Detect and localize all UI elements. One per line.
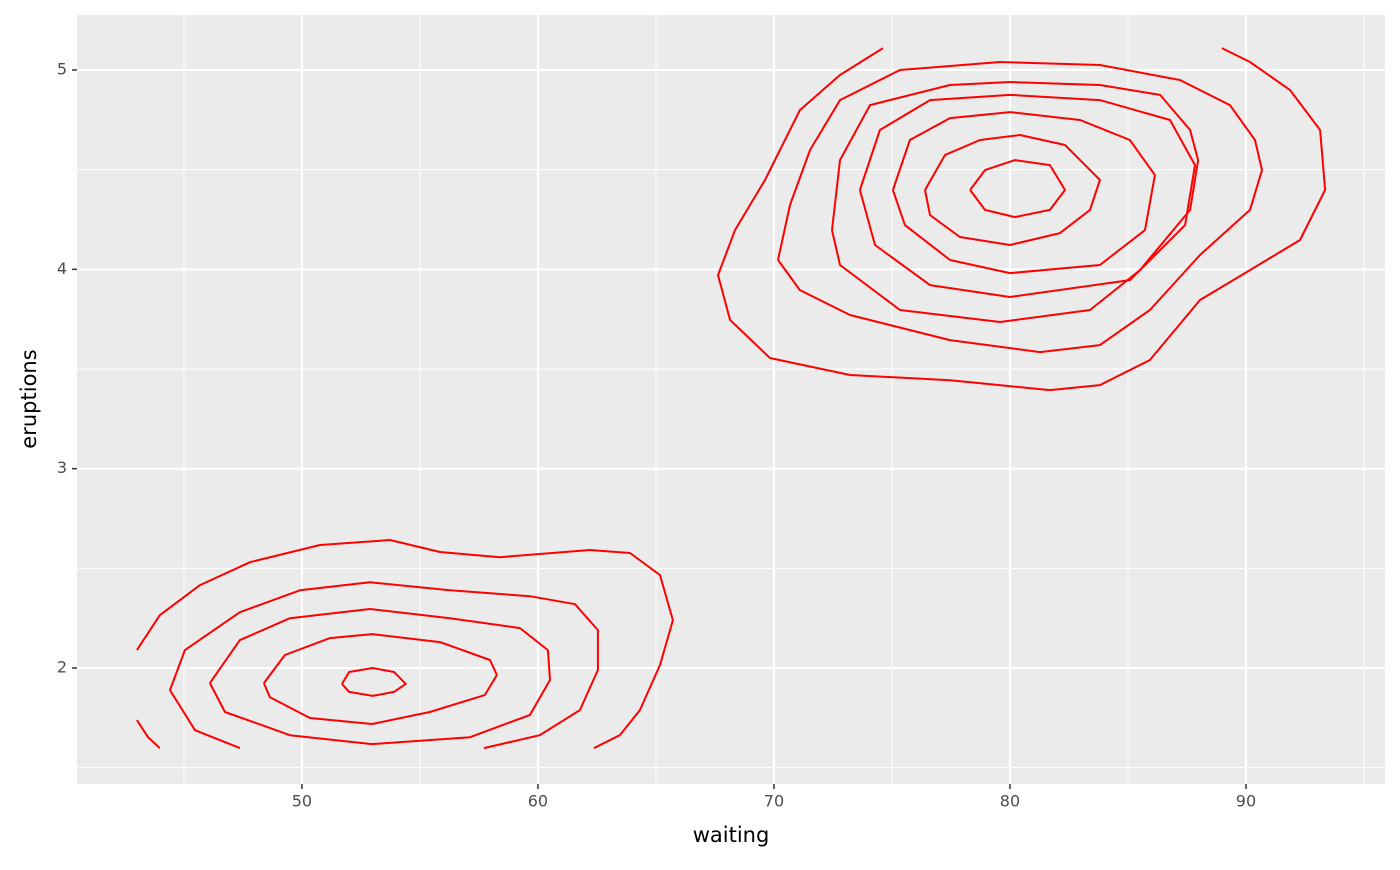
contour-line xyxy=(341,667,407,697)
contour-line xyxy=(262,633,498,725)
y-tick-label: 5 xyxy=(57,60,67,79)
x-axis-title: waiting xyxy=(693,823,770,847)
y-tick-label: 3 xyxy=(57,458,67,477)
contour-line xyxy=(136,539,674,749)
contours xyxy=(136,47,1327,750)
y-tick-label: 2 xyxy=(57,657,67,676)
contour-line xyxy=(136,719,161,749)
x-tick-label: 80 xyxy=(1000,792,1020,811)
contour-line xyxy=(209,608,551,746)
contour-line xyxy=(891,111,1156,275)
contour-line xyxy=(969,159,1066,219)
panel xyxy=(77,15,1385,784)
contour-line xyxy=(831,81,1200,323)
contour-line xyxy=(858,93,1196,298)
x-tick-label: 90 xyxy=(1236,792,1256,811)
x-tick-label: 60 xyxy=(528,792,548,811)
contour-line xyxy=(717,47,1327,392)
contour-line xyxy=(924,134,1101,246)
y-tick-label: 4 xyxy=(57,259,67,278)
x-tick-label: 70 xyxy=(764,792,784,811)
contour-line xyxy=(777,61,1263,354)
contour-line xyxy=(169,581,599,750)
y-axis-title: eruptions xyxy=(17,349,41,448)
grid xyxy=(77,15,1385,784)
x-tick-label: 50 xyxy=(292,792,312,811)
